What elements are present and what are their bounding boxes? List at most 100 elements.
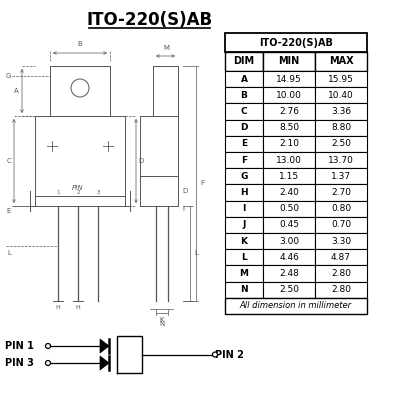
Text: 13.70: 13.70 bbox=[328, 156, 354, 164]
FancyBboxPatch shape bbox=[315, 152, 367, 168]
FancyBboxPatch shape bbox=[263, 119, 315, 136]
FancyBboxPatch shape bbox=[225, 282, 263, 298]
Text: 2.80: 2.80 bbox=[331, 269, 351, 278]
Text: 2.48: 2.48 bbox=[279, 269, 299, 278]
Text: M: M bbox=[240, 269, 248, 278]
FancyBboxPatch shape bbox=[263, 233, 315, 249]
Text: G: G bbox=[240, 172, 248, 181]
FancyBboxPatch shape bbox=[315, 103, 367, 119]
FancyBboxPatch shape bbox=[263, 168, 315, 184]
Text: D: D bbox=[182, 188, 187, 194]
FancyBboxPatch shape bbox=[315, 233, 367, 249]
FancyBboxPatch shape bbox=[225, 71, 263, 87]
Text: PIN 2: PIN 2 bbox=[215, 350, 244, 360]
Text: 2: 2 bbox=[76, 190, 80, 196]
Text: 8.80: 8.80 bbox=[331, 123, 351, 132]
Text: E: E bbox=[241, 140, 247, 148]
Text: 0.45: 0.45 bbox=[279, 221, 299, 229]
FancyBboxPatch shape bbox=[225, 233, 263, 249]
FancyBboxPatch shape bbox=[315, 217, 367, 233]
Text: 2.70: 2.70 bbox=[331, 188, 351, 197]
Text: All dimension in millimeter: All dimension in millimeter bbox=[240, 302, 352, 310]
Text: A: A bbox=[240, 75, 247, 83]
FancyBboxPatch shape bbox=[225, 200, 263, 217]
FancyBboxPatch shape bbox=[225, 249, 263, 265]
Text: 14.95: 14.95 bbox=[276, 75, 302, 83]
FancyBboxPatch shape bbox=[263, 71, 315, 87]
FancyBboxPatch shape bbox=[263, 249, 315, 265]
FancyBboxPatch shape bbox=[263, 87, 315, 103]
Text: N: N bbox=[240, 285, 248, 294]
Circle shape bbox=[212, 352, 217, 357]
Text: PIN 3: PIN 3 bbox=[5, 358, 34, 368]
Text: 3.00: 3.00 bbox=[279, 237, 299, 245]
Text: 1.15: 1.15 bbox=[279, 172, 299, 181]
Text: C: C bbox=[6, 158, 11, 164]
FancyBboxPatch shape bbox=[263, 52, 315, 71]
Text: 8.50: 8.50 bbox=[279, 123, 299, 132]
Text: F: F bbox=[241, 156, 247, 164]
FancyBboxPatch shape bbox=[225, 52, 263, 71]
FancyBboxPatch shape bbox=[263, 136, 315, 152]
FancyBboxPatch shape bbox=[315, 119, 367, 136]
FancyBboxPatch shape bbox=[263, 103, 315, 119]
FancyBboxPatch shape bbox=[263, 184, 315, 200]
FancyBboxPatch shape bbox=[315, 52, 367, 71]
Text: J: J bbox=[242, 221, 246, 229]
Text: 2.76: 2.76 bbox=[279, 107, 299, 116]
Polygon shape bbox=[100, 356, 109, 370]
Text: 0.50: 0.50 bbox=[279, 204, 299, 213]
Text: 3: 3 bbox=[96, 190, 100, 196]
Polygon shape bbox=[100, 339, 109, 353]
Text: 2.40: 2.40 bbox=[279, 188, 299, 197]
Text: 2.50: 2.50 bbox=[279, 285, 299, 294]
Text: K: K bbox=[240, 237, 247, 245]
FancyBboxPatch shape bbox=[225, 217, 263, 233]
Text: L: L bbox=[194, 250, 198, 256]
Text: 10.40: 10.40 bbox=[328, 91, 354, 100]
Text: 10.00: 10.00 bbox=[276, 91, 302, 100]
Text: C: C bbox=[241, 107, 247, 116]
FancyBboxPatch shape bbox=[225, 119, 263, 136]
FancyBboxPatch shape bbox=[225, 136, 263, 152]
Text: E: E bbox=[7, 208, 11, 214]
Text: 0.70: 0.70 bbox=[331, 221, 351, 229]
Text: 4.46: 4.46 bbox=[279, 253, 299, 262]
Text: ITO-220(S)AB: ITO-220(S)AB bbox=[259, 38, 333, 47]
FancyBboxPatch shape bbox=[225, 33, 367, 52]
Text: MAX: MAX bbox=[329, 57, 353, 67]
FancyBboxPatch shape bbox=[263, 200, 315, 217]
FancyBboxPatch shape bbox=[225, 87, 263, 103]
Text: D: D bbox=[138, 158, 143, 164]
Text: H: H bbox=[240, 188, 248, 197]
FancyBboxPatch shape bbox=[225, 265, 263, 282]
Circle shape bbox=[46, 344, 51, 348]
Text: K: K bbox=[160, 317, 164, 323]
Text: 13.00: 13.00 bbox=[276, 156, 302, 164]
Text: B: B bbox=[78, 41, 82, 47]
Text: B: B bbox=[241, 91, 247, 100]
FancyBboxPatch shape bbox=[263, 265, 315, 282]
Text: D: D bbox=[240, 123, 248, 132]
FancyBboxPatch shape bbox=[315, 265, 367, 282]
Text: 3.30: 3.30 bbox=[331, 237, 351, 245]
Text: H: H bbox=[76, 305, 80, 310]
Text: G: G bbox=[5, 73, 11, 79]
Text: 2.50: 2.50 bbox=[331, 140, 351, 148]
Text: DIM: DIM bbox=[233, 57, 255, 67]
FancyBboxPatch shape bbox=[315, 87, 367, 103]
Text: I: I bbox=[242, 204, 246, 213]
FancyBboxPatch shape bbox=[225, 168, 263, 184]
FancyBboxPatch shape bbox=[225, 298, 367, 314]
Text: ITO-220(S)AB: ITO-220(S)AB bbox=[87, 11, 213, 29]
Text: MIN: MIN bbox=[278, 57, 300, 67]
Text: 2.10: 2.10 bbox=[279, 140, 299, 148]
FancyBboxPatch shape bbox=[315, 282, 367, 298]
Circle shape bbox=[46, 360, 51, 365]
FancyBboxPatch shape bbox=[225, 152, 263, 168]
FancyBboxPatch shape bbox=[315, 249, 367, 265]
Text: F: F bbox=[200, 180, 204, 186]
FancyBboxPatch shape bbox=[225, 184, 263, 200]
FancyBboxPatch shape bbox=[315, 71, 367, 87]
Text: L: L bbox=[7, 250, 11, 256]
